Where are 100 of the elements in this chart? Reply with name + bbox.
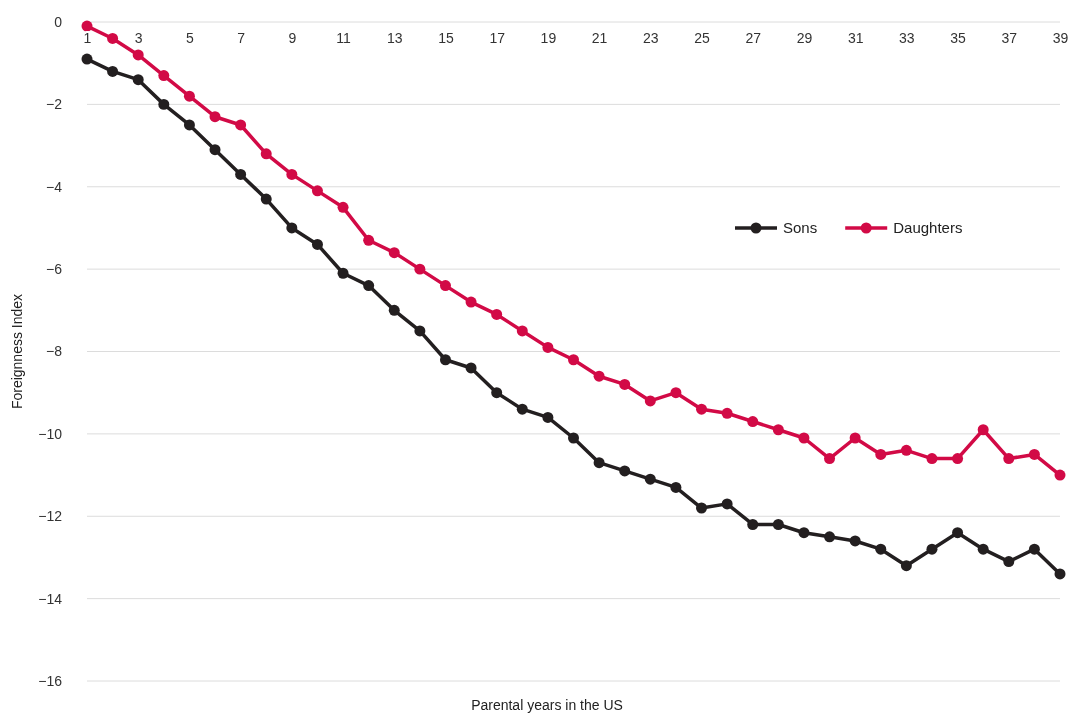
point — [132, 49, 144, 61]
x-tick-label: 19 — [540, 29, 557, 46]
point — [824, 531, 836, 543]
point — [388, 247, 400, 259]
point — [363, 280, 375, 292]
point — [465, 362, 477, 374]
point — [491, 308, 503, 320]
point — [952, 453, 964, 465]
point — [516, 325, 528, 337]
legend-label: Daughters — [893, 219, 963, 237]
point — [1003, 453, 1015, 465]
point — [619, 465, 631, 477]
point — [568, 432, 579, 444]
point — [414, 325, 426, 337]
point — [542, 411, 554, 423]
y-tick-label: −2 — [46, 96, 63, 113]
x-tick-label: 39 — [1052, 29, 1069, 46]
point — [670, 481, 682, 493]
point — [849, 432, 861, 444]
x-tick-label: 5 — [186, 29, 195, 46]
point — [900, 444, 912, 456]
point — [900, 560, 912, 572]
point — [183, 119, 195, 131]
point — [260, 148, 272, 160]
point — [81, 53, 93, 65]
point — [798, 432, 810, 444]
y-tick-label: −16 — [38, 672, 63, 689]
point — [107, 32, 119, 44]
point — [619, 378, 631, 390]
y-tick-label: −14 — [38, 590, 63, 607]
point — [593, 457, 605, 469]
point — [772, 519, 784, 530]
y-axis-title: Foreignness Index — [9, 293, 25, 410]
point — [337, 201, 349, 213]
y-tick-label: −12 — [38, 508, 63, 525]
point — [286, 168, 298, 180]
point — [363, 234, 375, 246]
point — [747, 519, 759, 530]
point — [721, 407, 733, 419]
point — [81, 20, 93, 32]
point — [798, 527, 810, 539]
point — [952, 527, 964, 539]
y-tick-label: −6 — [46, 261, 63, 278]
x-axis-title: Parental years in the US — [471, 697, 623, 713]
y-tick-label: −10 — [38, 425, 63, 442]
point — [1028, 543, 1040, 555]
x-tick-label: 7 — [237, 29, 246, 46]
x-tick-label: 15 — [438, 29, 454, 46]
point — [209, 111, 221, 123]
point — [1003, 556, 1015, 568]
x-tick-label: 23 — [643, 29, 659, 46]
point — [388, 304, 400, 316]
point — [516, 403, 528, 415]
point — [875, 448, 887, 460]
point — [260, 193, 272, 205]
point — [183, 90, 195, 102]
x-tick-label: 37 — [1001, 29, 1018, 46]
x-tick-label: 35 — [950, 29, 967, 46]
point — [721, 498, 733, 510]
point — [132, 74, 144, 86]
point — [824, 453, 836, 465]
point — [491, 387, 503, 399]
x-tick-label: 13 — [386, 29, 403, 46]
point — [286, 222, 298, 234]
point — [696, 502, 708, 514]
x-tick-label: 17 — [489, 29, 506, 46]
point — [670, 387, 682, 399]
point — [311, 185, 323, 197]
point — [644, 473, 656, 485]
x-tick-label: 1 — [83, 29, 92, 46]
x-tick-label: 25 — [694, 29, 711, 46]
point — [568, 354, 579, 366]
point — [977, 424, 989, 436]
point — [337, 267, 349, 279]
point — [439, 280, 451, 292]
x-tick-label: 21 — [591, 29, 608, 46]
point — [158, 98, 170, 110]
point — [209, 144, 221, 156]
point — [593, 370, 605, 382]
point — [542, 341, 554, 353]
y-tick-label: 0 — [54, 13, 63, 30]
point — [465, 296, 477, 308]
point — [977, 543, 989, 555]
y-tick-label: −8 — [46, 343, 63, 360]
y-tick-label: −4 — [46, 178, 63, 195]
x-tick-label: 33 — [899, 29, 915, 46]
point — [107, 65, 119, 77]
x-tick-label: 3 — [134, 29, 143, 46]
point — [158, 70, 170, 82]
point — [747, 416, 759, 428]
point — [696, 403, 708, 415]
point — [926, 543, 938, 555]
point — [439, 354, 451, 366]
point — [414, 263, 426, 275]
point — [1054, 469, 1066, 481]
point — [235, 119, 247, 131]
point — [772, 424, 784, 436]
x-tick-label: 29 — [796, 29, 813, 46]
point — [235, 168, 247, 180]
x-tick-label: 11 — [336, 29, 352, 46]
